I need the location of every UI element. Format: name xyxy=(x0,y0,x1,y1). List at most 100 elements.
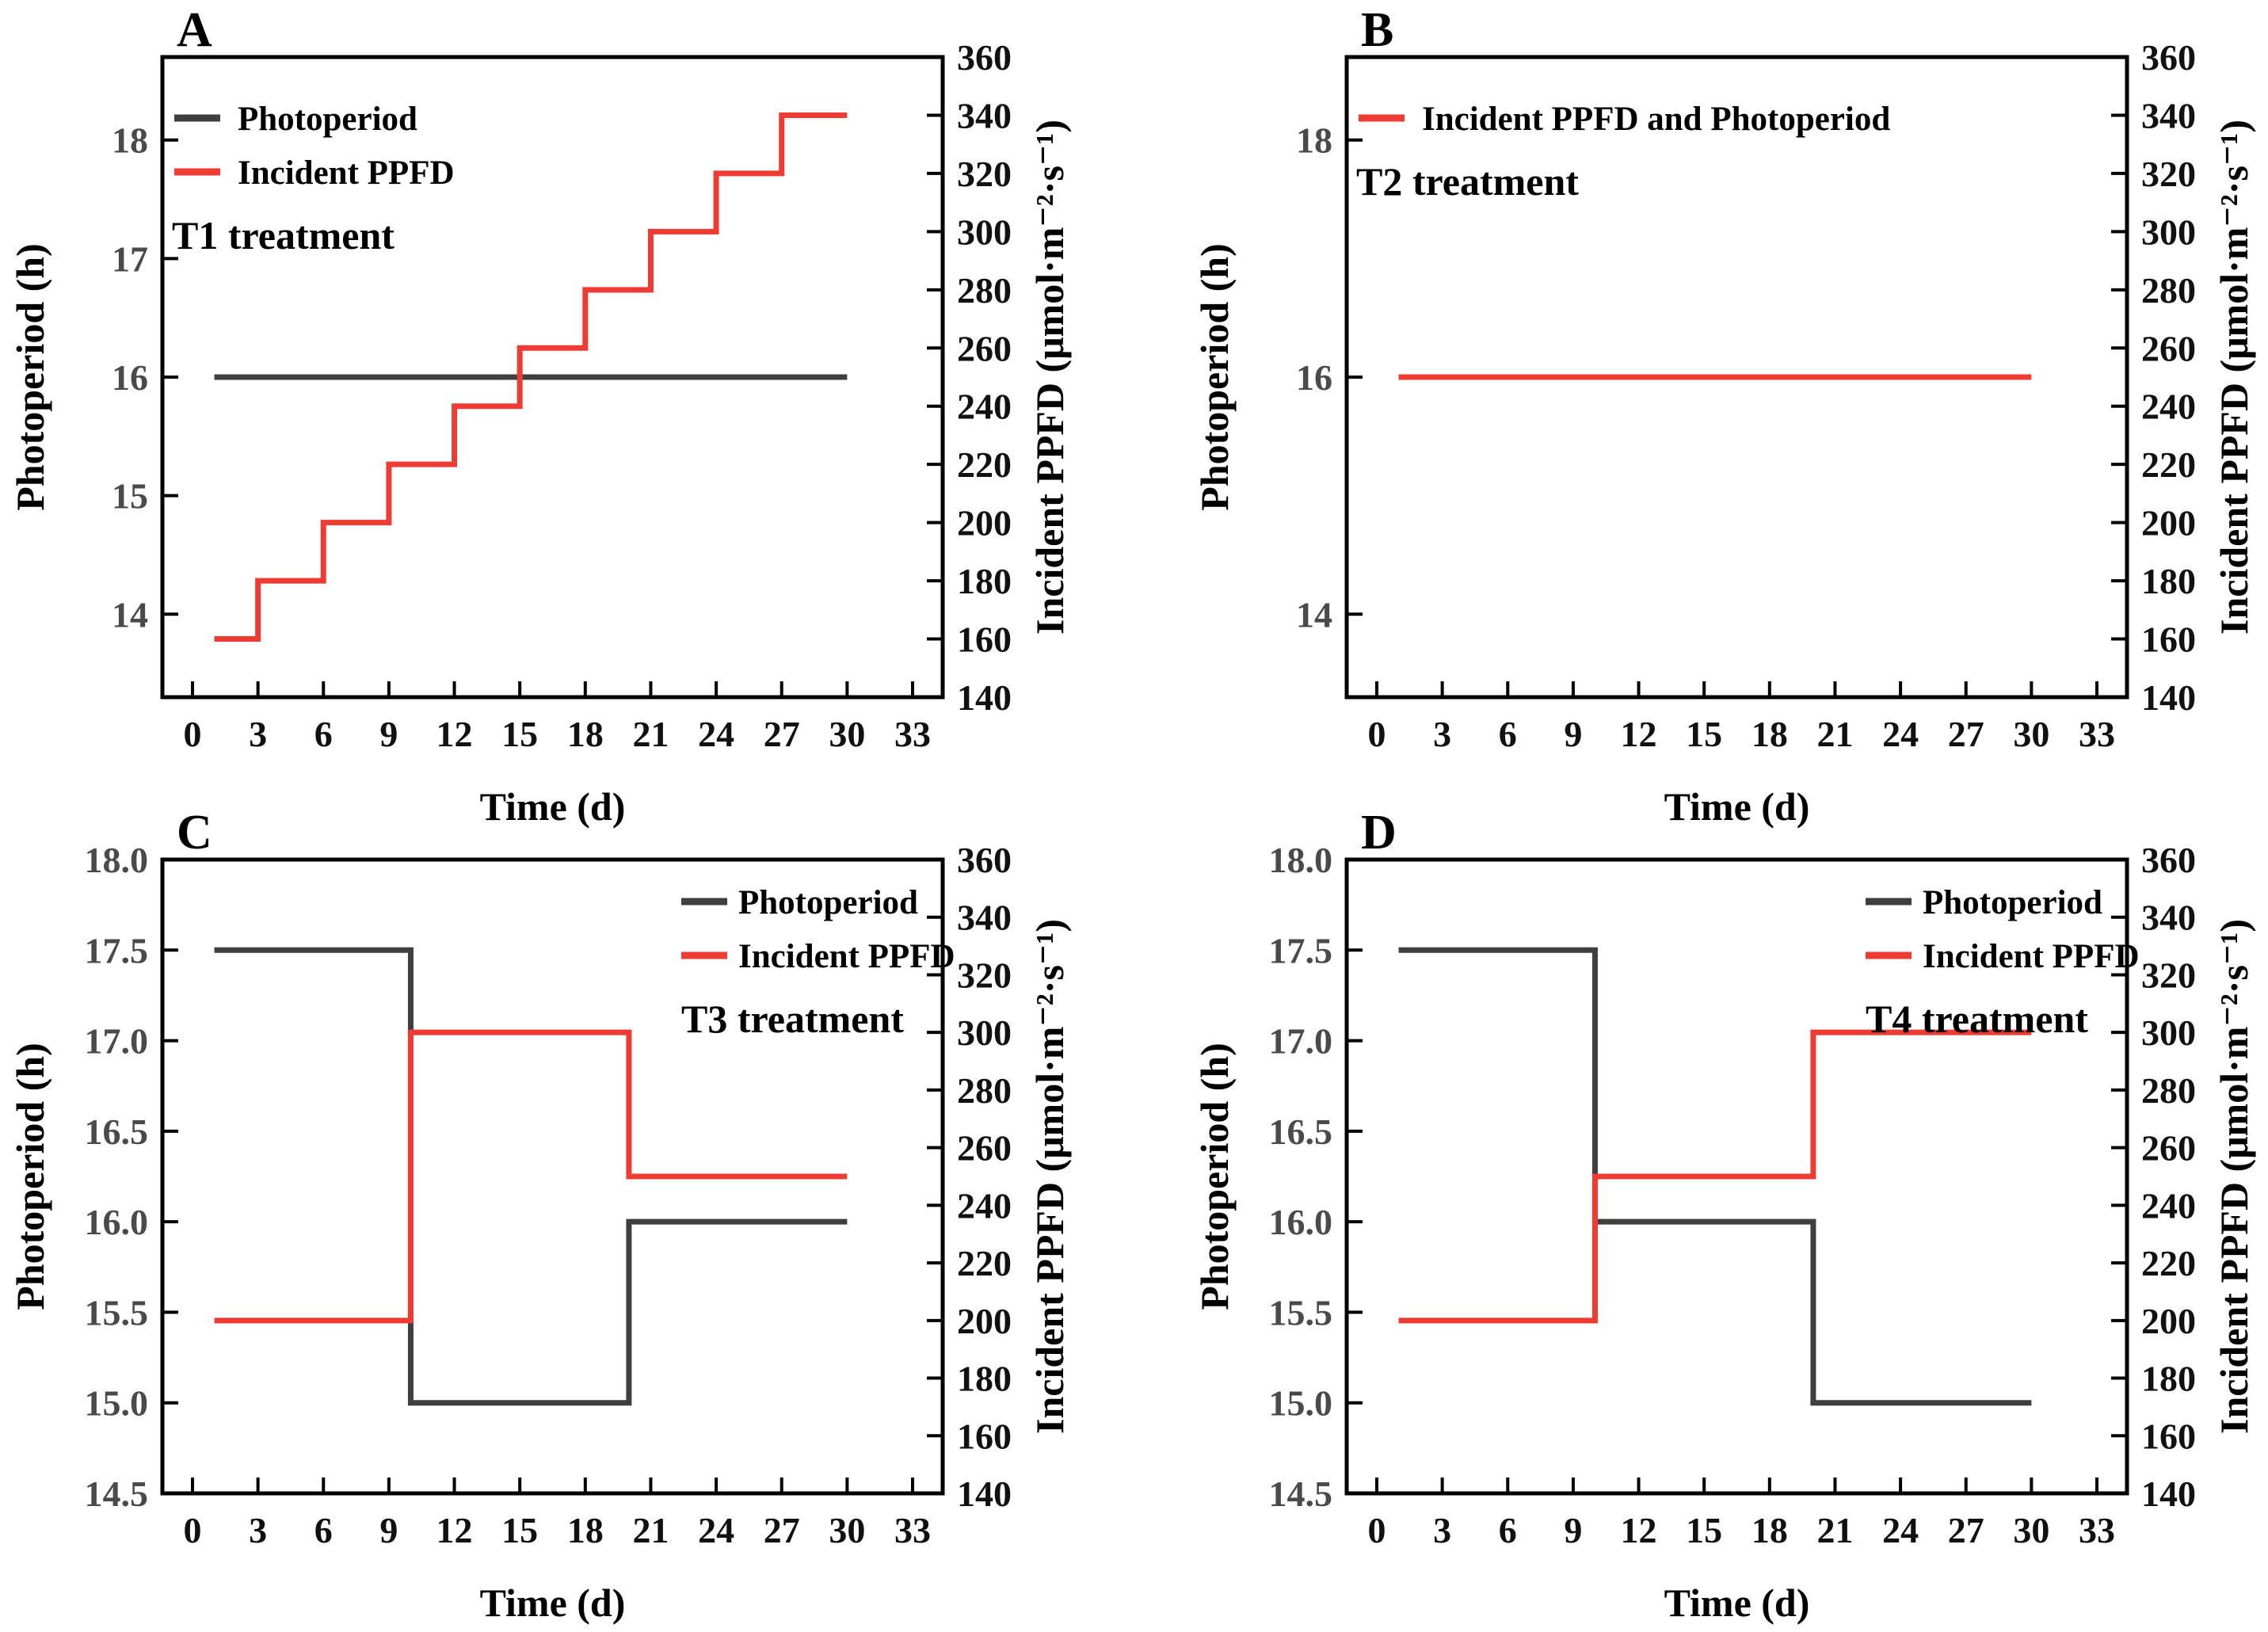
left-axis-tick-label: 17.0 xyxy=(85,1021,149,1062)
right-axis-tick-label: 220 xyxy=(957,1243,1012,1283)
right-axis-tick-label: 140 xyxy=(957,677,1012,718)
right-axis-tick-label: 340 xyxy=(2141,95,2196,135)
plot-border xyxy=(1344,857,2129,1496)
x-tick-label: 3 xyxy=(249,1510,267,1550)
right-axis-tick-label: 260 xyxy=(2141,1128,2196,1169)
right-axis-tick-label: 160 xyxy=(957,1416,1012,1456)
x-tick-label: 33 xyxy=(2079,1510,2115,1550)
right-axis-tick-label: 240 xyxy=(957,387,1012,427)
right-axis-tick-label: 340 xyxy=(957,95,1012,135)
x-axis-label: Time (d) xyxy=(1664,1581,1810,1625)
right-axis-tick-label: 200 xyxy=(957,1301,1012,1341)
x-tick-label: 0 xyxy=(184,714,202,754)
right-axis-tick-label: 280 xyxy=(957,270,1012,311)
left-axis-tick-label: 18 xyxy=(112,120,148,161)
right-axis-tick-label: 320 xyxy=(957,955,1012,995)
right-axis-tick-label: 180 xyxy=(2141,1359,2196,1399)
y-axis-label-right: Incident PPFD (μmol·m⁻²·s⁻¹) xyxy=(1027,120,1072,635)
plot-border xyxy=(160,857,945,1496)
x-tick-label: 15 xyxy=(501,1510,538,1550)
right-axis-tick-label: 360 xyxy=(957,840,1012,880)
x-tick-label: 18 xyxy=(567,1510,604,1550)
left-axis-tick-label: 17.0 xyxy=(1269,1021,1333,1062)
legend-item-label: Incident PPFD xyxy=(738,938,955,975)
right-axis-tick-label: 360 xyxy=(2141,840,2196,880)
right-axis-tick-label: 200 xyxy=(957,503,1012,543)
x-tick-label: 24 xyxy=(1882,1510,1919,1550)
x-tick-label: 9 xyxy=(1564,714,1582,754)
left-axis-tick-label: 16.5 xyxy=(1269,1112,1333,1152)
x-tick-label: 15 xyxy=(501,714,538,754)
right-axis-tick-label: 160 xyxy=(957,620,1012,660)
right-axis-tick-label: 180 xyxy=(2141,561,2196,601)
right-axis-tick-label: 200 xyxy=(2141,503,2196,543)
right-axis-tick-label: 320 xyxy=(2141,955,2196,995)
right-axis-tick-label: 240 xyxy=(2141,1185,2196,1226)
x-tick-label: 27 xyxy=(1948,1510,1984,1550)
right-axis-tick-label: 340 xyxy=(957,898,1012,938)
x-tick-label: 27 xyxy=(764,1510,800,1550)
x-tick-label: 24 xyxy=(1882,714,1919,754)
x-axis-label: Time (d) xyxy=(1664,784,1810,829)
x-tick-label: 30 xyxy=(829,714,865,754)
x-tick-label: 21 xyxy=(1816,1510,1853,1550)
right-axis-tick-label: 360 xyxy=(2141,37,2196,78)
right-axis-tick-label: 360 xyxy=(957,37,1012,78)
right-axis-tick-label: 260 xyxy=(957,328,1012,368)
incident-ppfd-line xyxy=(1398,1029,2032,1324)
left-axis-tick-label: 15.0 xyxy=(1269,1383,1333,1424)
right-axis-tick-label: 300 xyxy=(957,212,1012,252)
right-axis-tick-label: 160 xyxy=(2141,1416,2196,1456)
x-tick-label: 9 xyxy=(1564,1510,1582,1550)
x-tick-label: 0 xyxy=(184,1510,202,1550)
x-tick-label: 6 xyxy=(1499,714,1517,754)
panel-title: A xyxy=(177,3,212,57)
x-tick-label: 21 xyxy=(1816,714,1853,754)
x-tick-label: 24 xyxy=(698,1510,734,1550)
right-axis-tick-label: 220 xyxy=(2141,444,2196,485)
legend-item: Incident PPFD xyxy=(681,938,955,975)
legend-item-label: Incident PPFD xyxy=(1923,938,2140,975)
right-axis-tick-label: 200 xyxy=(2141,1301,2196,1341)
right-axis-tick-label: 260 xyxy=(957,1128,1012,1169)
right-axis-tick-label: 180 xyxy=(957,561,1012,601)
panel-A: 1415161718140160180200220240260280300320… xyxy=(8,3,1072,829)
left-axis-tick-label: 14.5 xyxy=(1269,1474,1333,1514)
panel-title: C xyxy=(177,806,212,860)
incident-ppfd-line xyxy=(214,112,848,643)
x-tick-label: 6 xyxy=(314,1510,333,1550)
panel-D: 14.5 15.0 15.5 16.0 16.5 17.0 17.5 18.0 140 160 18… xyxy=(1192,806,2256,1625)
x-tick-label: 33 xyxy=(2079,714,2115,754)
x-tick-label: 27 xyxy=(764,714,800,754)
left-axis-tick-label: 14.5 xyxy=(85,1474,149,1514)
y-axis-label-right: Incident PPFD (μmol·m⁻²·s⁻¹) xyxy=(2212,120,2256,635)
left-axis-tick-label: 14 xyxy=(112,594,148,635)
left-axis-tick-label: 15 xyxy=(112,476,148,517)
x-tick-label: 12 xyxy=(1621,714,1657,754)
right-axis-tick-label: 280 xyxy=(2141,1070,2196,1111)
plot-border xyxy=(1344,55,2129,700)
legend-item: Photoperiod xyxy=(681,884,918,921)
x-axis-label: Time (d) xyxy=(480,784,626,829)
right-axis-tick-label: 340 xyxy=(2141,898,2196,938)
x-tick-label: 18 xyxy=(1752,714,1788,754)
left-axis-tick-label: 18.0 xyxy=(85,840,149,880)
right-axis-tick-label: 280 xyxy=(2141,270,2196,311)
x-tick-label: 12 xyxy=(436,1510,473,1550)
legend-item: Incident PPFD xyxy=(1866,938,2140,975)
photoperiod-line xyxy=(1398,947,2032,1406)
treatment-label: T2 treatment xyxy=(1356,159,1579,204)
right-axis-tick-label: 160 xyxy=(2141,620,2196,660)
right-axis-tick-label: 180 xyxy=(957,1359,1012,1399)
right-axis-tick-label: 240 xyxy=(957,1185,1012,1226)
y-axis-label-right: Incident PPFD (μmol·m⁻²·s⁻¹) xyxy=(1027,919,1072,1434)
x-tick-label: 12 xyxy=(436,714,473,754)
left-axis-tick-label: 17.5 xyxy=(85,930,149,970)
legend-item-label: Photoperiod xyxy=(738,884,918,921)
y-axis-label-left: Photoperiod (h) xyxy=(1192,1043,1237,1310)
x-tick-label: 33 xyxy=(894,1510,931,1550)
treatment-label: T4 treatment xyxy=(1866,997,2088,1041)
x-tick-label: 21 xyxy=(632,714,669,754)
left-axis-tick-label: 16.0 xyxy=(85,1202,149,1242)
